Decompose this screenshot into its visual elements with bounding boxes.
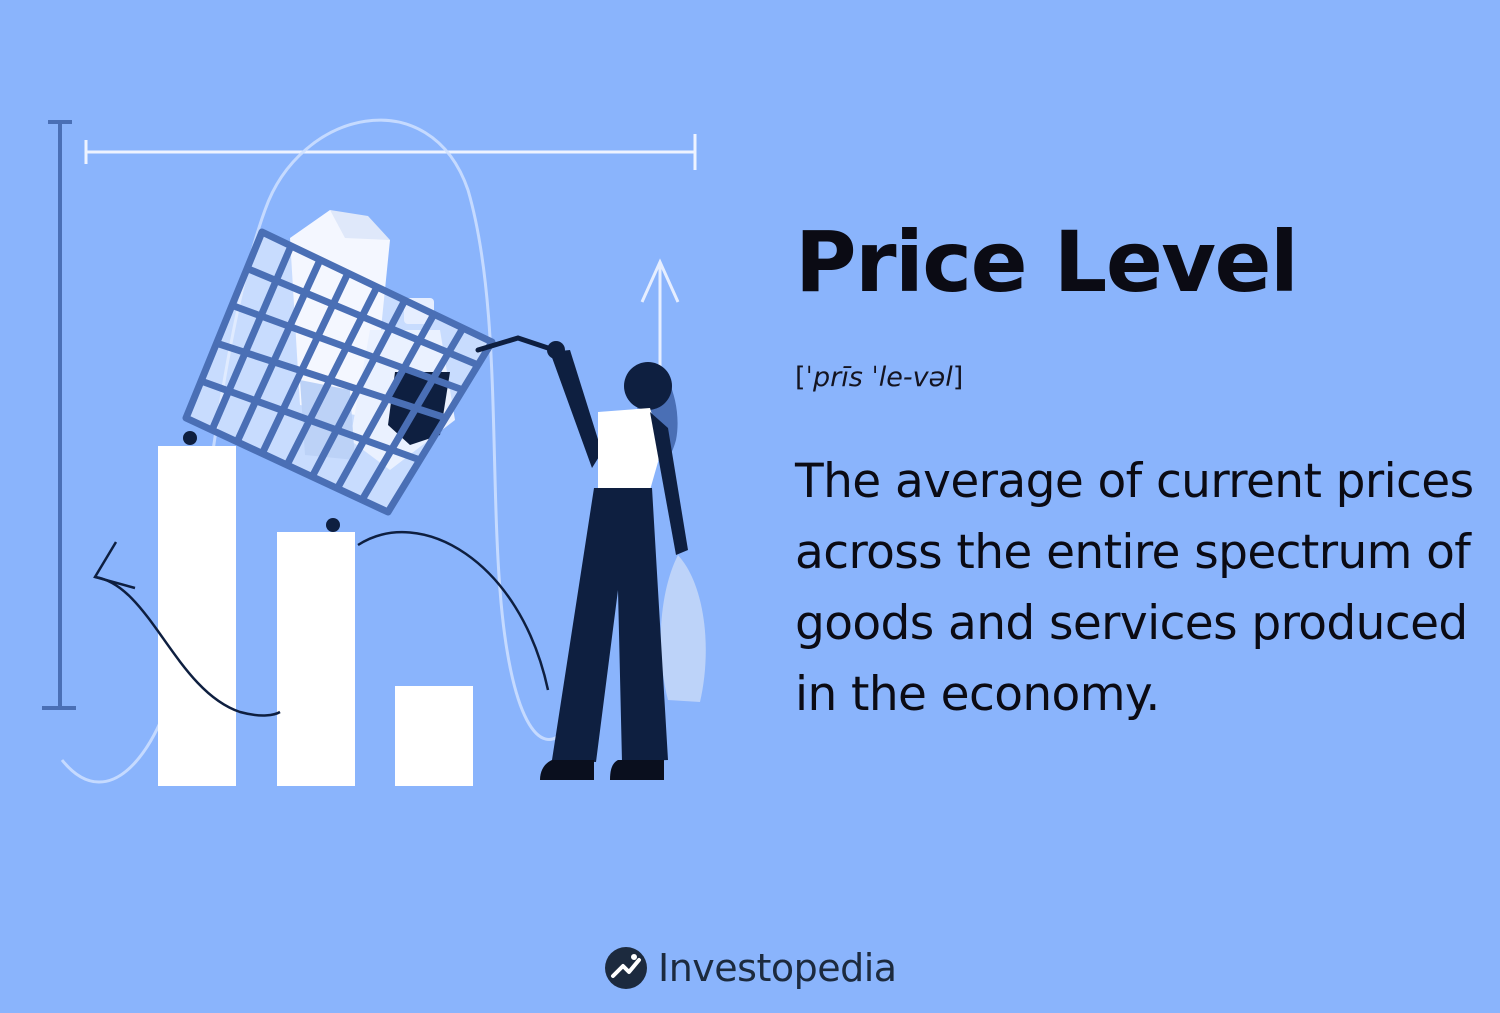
shopping-cart-icon bbox=[182, 210, 563, 532]
woman-figure-icon bbox=[540, 341, 706, 780]
bar-3 bbox=[395, 686, 473, 786]
brand-name: Investopedia bbox=[658, 946, 897, 990]
bar-1 bbox=[158, 446, 236, 786]
bar-chart-icon bbox=[158, 446, 473, 786]
brand: Investopedia bbox=[604, 946, 897, 990]
pronunciation-open-bracket: [ bbox=[795, 362, 806, 393]
horizontal-measure-line bbox=[84, 134, 697, 170]
page-title: Price Level bbox=[795, 213, 1299, 311]
up-arrow-icon bbox=[640, 258, 680, 372]
price-level-illustration bbox=[42, 118, 706, 786]
pronunciation-close-bracket: ] bbox=[952, 362, 964, 393]
curved-arrow-icon bbox=[93, 530, 550, 717]
bar-2 bbox=[277, 532, 355, 786]
definition-text: The average of current prices across the… bbox=[795, 454, 1474, 722]
pronunciation: [ˈprīs ˈle-vəl] bbox=[795, 362, 963, 393]
investopedia-logo-icon bbox=[605, 947, 647, 989]
pronunciation-text: ˈprīs ˈle-vəl bbox=[805, 362, 953, 393]
vertical-measure-line bbox=[42, 120, 76, 710]
